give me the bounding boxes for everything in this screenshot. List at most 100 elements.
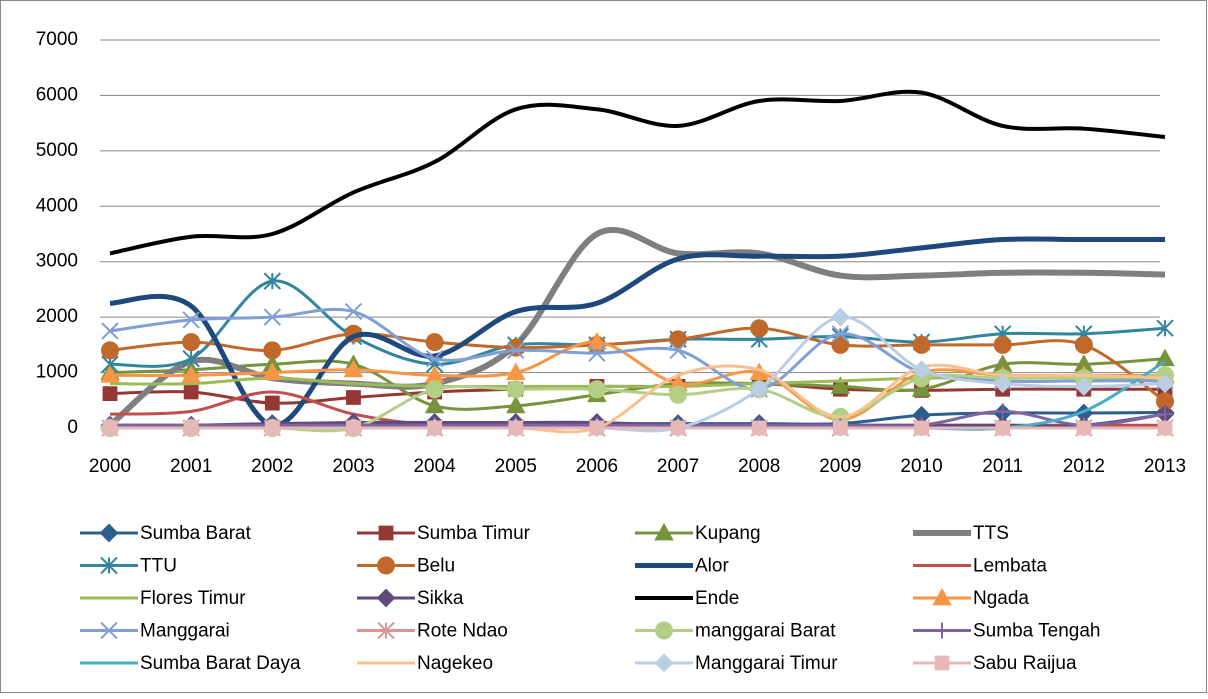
legend-marker (377, 621, 395, 640)
data-point (183, 384, 199, 400)
legend-marker (376, 556, 396, 575)
x-tick-label: 2000 (89, 456, 131, 477)
data-point (100, 365, 120, 383)
legend-label: Sumba Barat (140, 523, 252, 544)
data-point (1155, 392, 1175, 411)
data-point (911, 379, 932, 397)
data-point (749, 379, 769, 399)
data-point (102, 386, 118, 402)
series-line (109, 357, 1166, 411)
x-tick-label: 2006 (576, 456, 618, 477)
data-point (425, 333, 444, 352)
legend-label: Sumba Timur (417, 523, 531, 544)
data-point (588, 344, 606, 362)
data-point (832, 420, 848, 436)
data-point (182, 333, 201, 352)
y-tick-label: 2000 (36, 306, 78, 327)
y-tick-label: 0 (67, 417, 78, 438)
y-tick-label: 3000 (36, 251, 78, 272)
data-point (102, 420, 118, 436)
legend-label: TTU (140, 556, 177, 577)
data-point (182, 350, 200, 368)
data-point (346, 390, 361, 405)
data-point (506, 362, 526, 380)
data-point (263, 272, 282, 290)
legend-label: Alor (695, 556, 729, 577)
data-point (263, 341, 282, 360)
data-point (424, 395, 445, 414)
data-point (101, 322, 119, 340)
legend-label: manggarai Barat (695, 621, 836, 642)
legend-label: Manggarai (140, 621, 230, 642)
data-point (912, 335, 931, 354)
data-point (1076, 420, 1092, 436)
data-point (262, 362, 283, 380)
data-point (181, 365, 201, 383)
data-point (506, 380, 525, 399)
legend-label: TTS (973, 523, 1009, 544)
legend-label: Ende (695, 588, 739, 609)
data-point (427, 420, 443, 436)
data-point (831, 325, 850, 343)
x-tick-label: 2010 (900, 456, 942, 477)
data-point (506, 338, 525, 357)
data-point (750, 319, 769, 338)
series-line (110, 409, 1166, 428)
x-tick-label: 2005 (495, 456, 537, 477)
legend-label: Sikka (417, 588, 464, 609)
legend-marker (654, 621, 674, 640)
legend-label: Sumba Barat Daya (140, 653, 301, 674)
legend-marker (100, 621, 118, 640)
x-tick-label: 2004 (413, 456, 456, 477)
legend-marker (934, 655, 950, 671)
legend-label: Kupang (695, 523, 761, 544)
data-point (183, 420, 199, 436)
legend-label: Sumba Tengah (973, 621, 1100, 642)
data-point (994, 403, 1011, 420)
x-tick-label: 2011 (982, 456, 1023, 477)
data-point (587, 332, 607, 350)
series-line (109, 89, 1166, 256)
data-point (264, 420, 280, 436)
data-point (993, 374, 1013, 394)
legend-marker (378, 525, 394, 541)
data-point (346, 420, 361, 436)
y-tick-label: 5000 (36, 140, 78, 161)
legend-marker (934, 622, 950, 639)
data-point (506, 395, 526, 414)
data-point (1074, 377, 1094, 396)
data-point (1155, 374, 1175, 394)
x-tick-label: 2013 (1144, 456, 1186, 477)
data-point (830, 307, 850, 327)
x-tick-label: 2003 (332, 456, 374, 477)
legend-label: Sabu Raijua (973, 653, 1077, 674)
data-point (263, 308, 282, 326)
x-tick-label: 2007 (657, 456, 699, 477)
data-point (1156, 319, 1174, 337)
legend-label: Belu (417, 556, 455, 577)
legend-label: Nagekeo (417, 653, 493, 674)
data-point (995, 420, 1011, 436)
legend-label: Lembata (973, 556, 1047, 577)
data-point (587, 380, 606, 399)
data-point (508, 420, 524, 436)
data-point (264, 395, 280, 411)
data-point (425, 380, 444, 399)
data-point (1157, 420, 1173, 436)
y-tick-label: 1000 (36, 362, 78, 383)
data-point (670, 420, 686, 436)
data-point (912, 360, 931, 380)
data-point (914, 420, 929, 436)
data-point (1157, 406, 1173, 423)
legend-label: Ngada (973, 588, 1029, 609)
legend-marker (654, 522, 674, 541)
x-tick-label: 2009 (819, 456, 861, 477)
x-tick-label: 2012 (1063, 456, 1105, 477)
data-point (1155, 348, 1175, 367)
data-point (344, 302, 363, 321)
data-point (993, 335, 1012, 354)
data-point (182, 311, 200, 329)
y-tick-label: 6000 (36, 84, 78, 105)
data-point (1074, 335, 1093, 354)
x-tick-label: 2001 (170, 456, 212, 477)
